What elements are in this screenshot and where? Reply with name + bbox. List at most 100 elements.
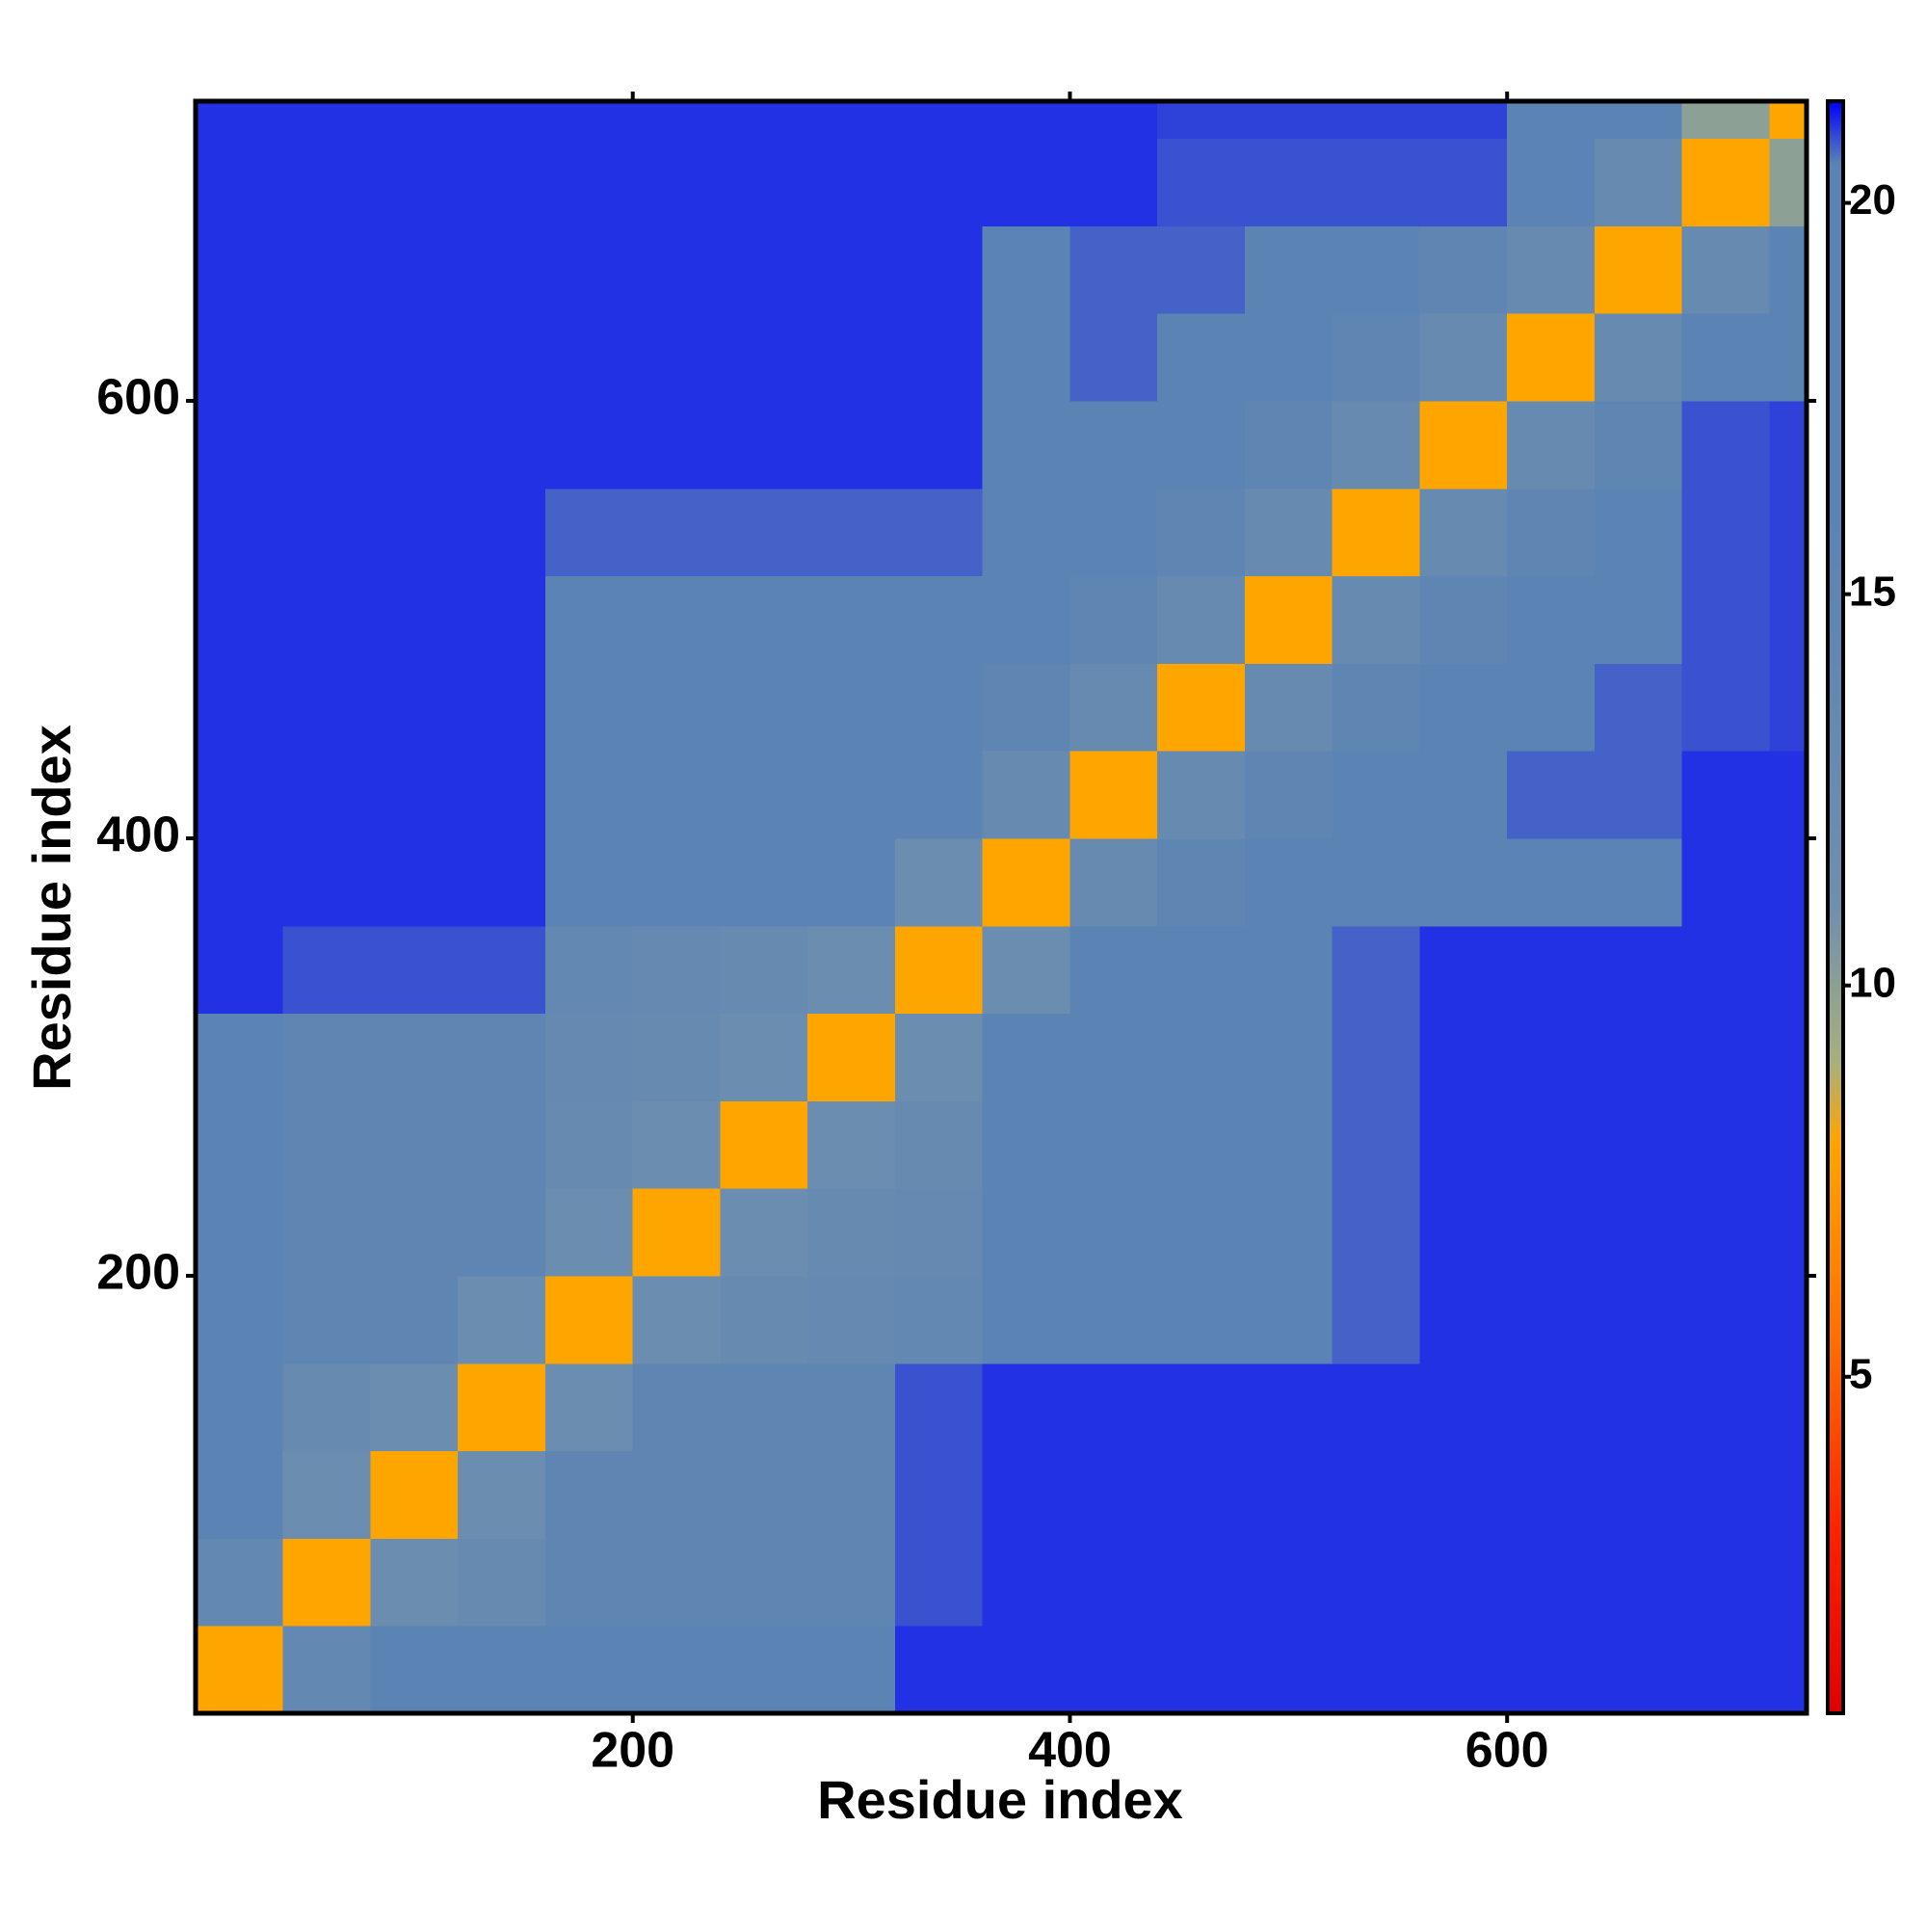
heatmap-cell: [1507, 101, 1596, 140]
heatmap-cell: [282, 313, 371, 402]
heatmap-cell: [1157, 575, 1246, 664]
heatmap-cell: [894, 575, 984, 664]
heatmap-cell: [894, 925, 984, 1015]
heatmap-cell: [196, 925, 284, 1015]
heatmap-cell: [1157, 1275, 1246, 1364]
heatmap-cell: [282, 1275, 371, 1364]
heatmap-cell: [894, 1100, 984, 1189]
heatmap-cell: [632, 837, 721, 927]
heatmap-cell: [894, 1450, 984, 1539]
colorbar-tick-label: 10: [1849, 959, 1896, 1006]
heatmap-cell: [1594, 225, 1683, 314]
heatmap-cell: [370, 1100, 459, 1189]
heatmap-cell: [1157, 663, 1246, 752]
heatmap-cell: [982, 488, 1070, 577]
heatmap-cell: [1594, 101, 1683, 140]
heatmap-cell: [544, 751, 634, 839]
heatmap-cell: [982, 925, 1070, 1015]
heatmap-cell: [544, 488, 634, 577]
heatmap-cell: [1244, 1100, 1333, 1189]
heatmap-cell: [720, 925, 808, 1015]
x-tick-label: 200: [591, 1723, 674, 1779]
heatmap-cell: [1507, 1538, 1596, 1627]
heatmap-cell: [632, 1275, 721, 1364]
heatmap-cell: [1244, 400, 1333, 490]
heatmap-cell: [1769, 1538, 1808, 1627]
axes: 200 400 600 200 400 600 5 10 15 20: [96, 92, 1896, 1779]
heatmap-cell: [1769, 1450, 1808, 1539]
heatmap-cell: [894, 1538, 984, 1627]
heatmap-cell: [720, 1450, 808, 1539]
heatmap-cell: [1069, 1013, 1158, 1101]
heatmap-cell: [458, 1013, 546, 1101]
heatmap-cell: [1507, 1363, 1596, 1452]
heatmap: [196, 101, 1808, 1714]
heatmap-cell: [807, 138, 896, 226]
heatmap-cell: [807, 101, 896, 140]
heatmap-cell: [1769, 1013, 1808, 1101]
heatmap-cell: [1769, 400, 1808, 490]
heatmap-cell: [894, 400, 984, 490]
heatmap-cell: [1507, 400, 1596, 490]
heatmap-cell: [1244, 313, 1333, 402]
heatmap-cell: [1507, 837, 1596, 927]
x-tick-label: 400: [1028, 1723, 1112, 1779]
heatmap-cell: [807, 837, 896, 927]
heatmap-cell: [196, 1538, 284, 1627]
heatmap-cell: [1419, 1538, 1508, 1627]
heatmap-cell: [894, 1013, 984, 1101]
heatmap-cell: [632, 225, 721, 314]
heatmap-cell: [720, 1626, 808, 1714]
heatmap-cell: [196, 1100, 284, 1189]
heatmap-cell: [282, 1363, 371, 1452]
heatmap-cell: [1332, 1363, 1420, 1452]
heatmap-cell: [458, 488, 546, 577]
heatmap-cell: [1769, 1188, 1808, 1277]
heatmap-cell: [1244, 225, 1333, 314]
heatmap-cell: [1069, 837, 1158, 927]
heatmap-cell: [1069, 400, 1158, 490]
plot-frame: [193, 98, 1809, 1716]
heatmap-cell: [1419, 1626, 1508, 1714]
heatmap-cell: [1419, 138, 1508, 226]
heatmap-cell: [1419, 837, 1508, 927]
heatmap-cell: [1681, 1538, 1770, 1627]
heatmap-cell: [982, 1538, 1070, 1627]
heatmap-cell: [632, 925, 721, 1015]
heatmap-cell: [544, 1188, 634, 1277]
heatmap-cell: [282, 575, 371, 664]
heatmap-cell: [1769, 138, 1808, 226]
heatmap-cell: [370, 225, 459, 314]
heatmap-cell: [1594, 663, 1683, 752]
heatmap-cell: [1419, 1450, 1508, 1539]
heatmap-cell: [1244, 751, 1333, 839]
heatmap-cell: [458, 1188, 546, 1277]
heatmap-cell: [632, 1363, 721, 1452]
heatmap-cell: [1244, 1626, 1333, 1714]
heatmap-cell: [1157, 751, 1246, 839]
heatmap-cell: [1594, 400, 1683, 490]
heatmap-cell: [196, 1188, 284, 1277]
heatmap-cell: [282, 225, 371, 314]
heatmap-cell: [1681, 400, 1770, 490]
heatmap-cell: [1244, 663, 1333, 752]
heatmap-cell: [982, 101, 1070, 140]
y-tick-label: 400: [96, 807, 180, 863]
heatmap-cell: [458, 837, 546, 927]
heatmap-cell: [1419, 1275, 1508, 1364]
heatmap-cell: [982, 837, 1070, 927]
heatmap-cell: [982, 1188, 1070, 1277]
heatmap-cell: [1769, 751, 1808, 839]
heatmap-cell: [1681, 313, 1770, 402]
heatmap-cell: [544, 1538, 634, 1627]
heatmap-cell: [370, 751, 459, 839]
heatmap-cell: [1157, 138, 1246, 226]
heatmap-cell: [1507, 925, 1596, 1015]
heatmap-cell: [1681, 488, 1770, 577]
heatmap-cell: [1507, 1100, 1596, 1189]
heatmap-cell: [720, 400, 808, 490]
heatmap-cell: [282, 1188, 371, 1277]
heatmap-cell: [1069, 575, 1158, 664]
heatmap-cell: [807, 1626, 896, 1714]
heatmap-cell: [1681, 1100, 1770, 1189]
